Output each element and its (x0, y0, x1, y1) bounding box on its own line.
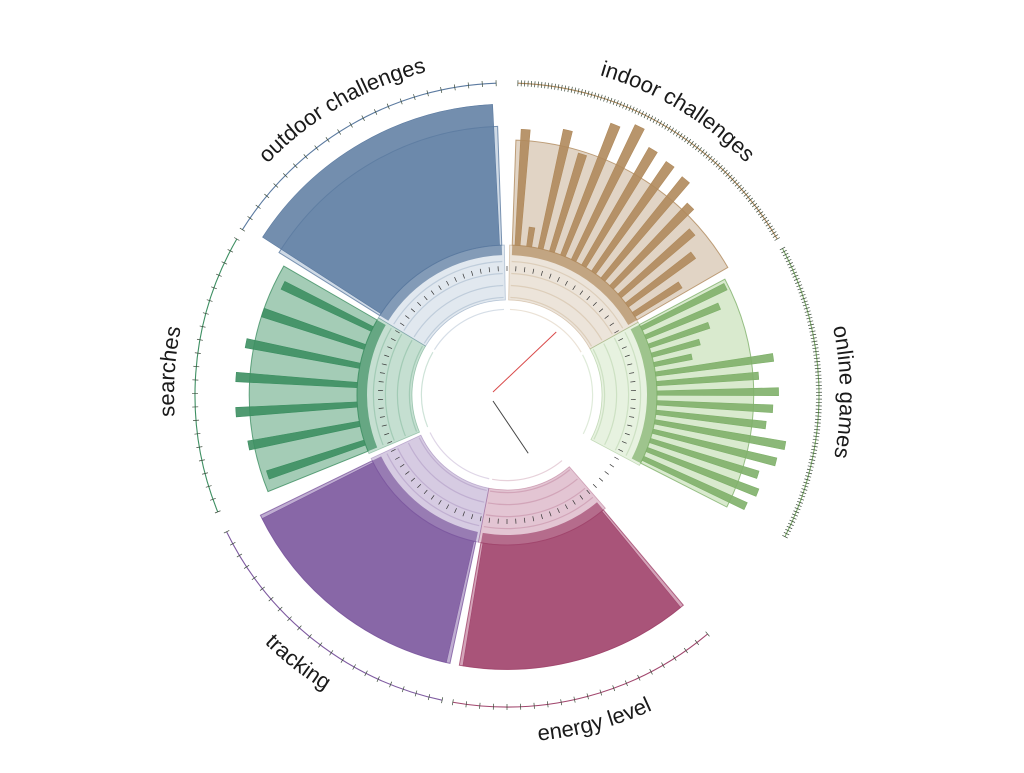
scale-tick (545, 82, 546, 88)
scale-tick (684, 137, 687, 142)
scale-tick (764, 220, 769, 223)
scale-tick (551, 83, 552, 89)
scale-tick (338, 129, 341, 134)
scale-tick (760, 214, 765, 217)
inner-tick (605, 471, 609, 474)
scale-tick (813, 355, 819, 356)
scale-tick (814, 433, 820, 434)
scale-tick (454, 84, 455, 90)
scale-tick (240, 228, 245, 231)
scale-tick (193, 366, 199, 367)
scale-tick (756, 209, 761, 213)
scale-tick (541, 82, 542, 88)
scale-tick (812, 446, 818, 447)
sector-label-indoor-challenges: indoor challenges (598, 56, 760, 167)
scale-tick (815, 365, 821, 366)
scale-tick (318, 643, 322, 648)
scale-tick (768, 226, 773, 229)
scale-tick (676, 131, 679, 136)
scale-tick (813, 351, 819, 352)
scale-tick (466, 701, 467, 707)
scale-tick (771, 232, 776, 235)
scale-tick (538, 82, 539, 88)
scale-tick (535, 81, 536, 87)
sector-label-energy-level: energy level (536, 692, 654, 746)
scale-tick (194, 433, 200, 434)
scale-tick (555, 84, 556, 90)
scale-tick (813, 436, 819, 437)
scale-tick (813, 348, 819, 349)
scale-tick (668, 126, 671, 131)
scale-tick (480, 703, 481, 709)
scale-tick (815, 423, 821, 424)
scale-tick (814, 426, 820, 427)
scale-tick (244, 565, 249, 568)
scale-tick (196, 447, 202, 448)
scale-tick (687, 139, 690, 144)
scale-tick (815, 368, 821, 369)
scale-tick (248, 216, 253, 219)
sector-label-searches: searches (154, 324, 186, 418)
scale-tick (534, 703, 535, 709)
scale-tick (326, 137, 329, 142)
sector-label-online-games: online games (828, 323, 860, 460)
scale-arc-online-games (782, 249, 819, 537)
scale-arc-searches (195, 239, 237, 512)
inner-tick (599, 478, 603, 481)
inner-tick (593, 484, 596, 488)
scale-tick (812, 344, 818, 345)
scale-tick (673, 130, 676, 135)
scale-tick (762, 217, 767, 220)
scale-tick (682, 135, 685, 140)
inner-grid-arc (492, 460, 562, 481)
inner-grid-arc (582, 355, 593, 435)
scale-tick (814, 358, 820, 359)
inner-tick (610, 464, 614, 467)
scale-tick (670, 128, 673, 133)
center-disc (477, 365, 537, 425)
scale-tick (814, 429, 820, 430)
scale-tick (769, 229, 774, 232)
scale-tick (813, 439, 819, 440)
scale-tick (330, 650, 333, 655)
scale-tick (558, 84, 559, 90)
sector-label-tracking: tracking (261, 629, 336, 695)
scale-tick (766, 223, 771, 226)
inner-grid-arc (421, 352, 434, 427)
scale-tick (758, 212, 763, 215)
scale-tick (468, 82, 469, 88)
scale-tick (814, 361, 820, 362)
scale-tick (812, 443, 818, 444)
scale-tick (547, 701, 548, 707)
inner-tick (614, 457, 618, 460)
scale-tick (679, 133, 682, 138)
scale-tick (684, 648, 687, 653)
scale-tick (690, 141, 694, 146)
scale-tick (548, 83, 549, 89)
scale-tick (195, 353, 201, 354)
scale-tick (252, 576, 257, 580)
